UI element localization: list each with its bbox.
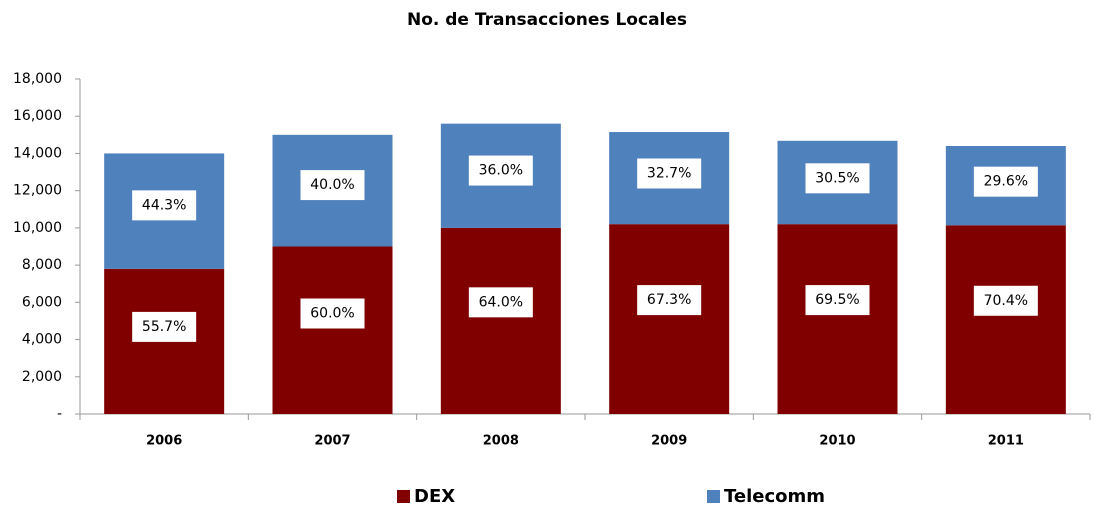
bar-segment [440, 227, 561, 414]
data-label: 55.7% [142, 319, 186, 335]
legend-label: Telecomm [724, 486, 825, 507]
bar-segment [609, 224, 730, 414]
data-label: 44.3% [142, 197, 186, 213]
data-label: 40.0% [310, 177, 354, 193]
y-tick-label: 2,000 [22, 369, 62, 385]
data-label: 70.4% [984, 293, 1028, 309]
y-tick-label: 8,000 [22, 257, 62, 273]
x-tick-label: 2010 [819, 434, 855, 449]
data-label-box [637, 158, 702, 189]
chart-title: No. de Transacciones Locales [407, 10, 687, 30]
legend-swatch [707, 490, 720, 503]
data-label-box [300, 298, 365, 329]
x-tick-label: 2007 [314, 434, 350, 449]
x-tick-label: 2009 [651, 434, 687, 449]
data-label-box [973, 166, 1038, 197]
data-label: 64.0% [479, 294, 523, 310]
bar-segment [945, 225, 1066, 414]
data-label-box [132, 190, 197, 221]
data-label-box [468, 287, 533, 318]
y-tick-label: 14,000 [13, 145, 62, 161]
data-label-box [805, 163, 870, 194]
data-label: 32.7% [647, 165, 691, 181]
x-tick-label: 2008 [483, 434, 519, 449]
data-label: 67.3% [647, 292, 691, 308]
legend-swatch [397, 490, 410, 503]
y-tick-label: 10,000 [13, 220, 62, 236]
y-tick-label: 12,000 [13, 183, 62, 199]
data-label: 60.0% [310, 306, 354, 322]
data-label: 30.5% [815, 170, 859, 186]
y-tick-label: 4,000 [22, 332, 62, 348]
data-label: 36.0% [479, 163, 523, 179]
y-tick-label: 16,000 [13, 108, 62, 124]
legend-label: DEX [414, 486, 455, 507]
x-tick-label: 2006 [146, 434, 182, 449]
y-tick-label: 18,000 [13, 71, 62, 87]
y-tick-label: 6,000 [22, 294, 62, 310]
y-tick-label: - [57, 406, 62, 422]
bar-segment [272, 246, 393, 414]
data-label: 69.5% [815, 292, 859, 308]
data-label-box [973, 285, 1038, 316]
data-label-box [468, 155, 533, 186]
data-label-box [637, 285, 702, 316]
data-label: 29.6% [984, 174, 1028, 190]
data-label-box [300, 170, 365, 201]
data-label-box [805, 285, 870, 316]
data-label-box [132, 311, 197, 342]
x-tick-label: 2011 [988, 434, 1024, 449]
bar-segment [777, 224, 898, 414]
